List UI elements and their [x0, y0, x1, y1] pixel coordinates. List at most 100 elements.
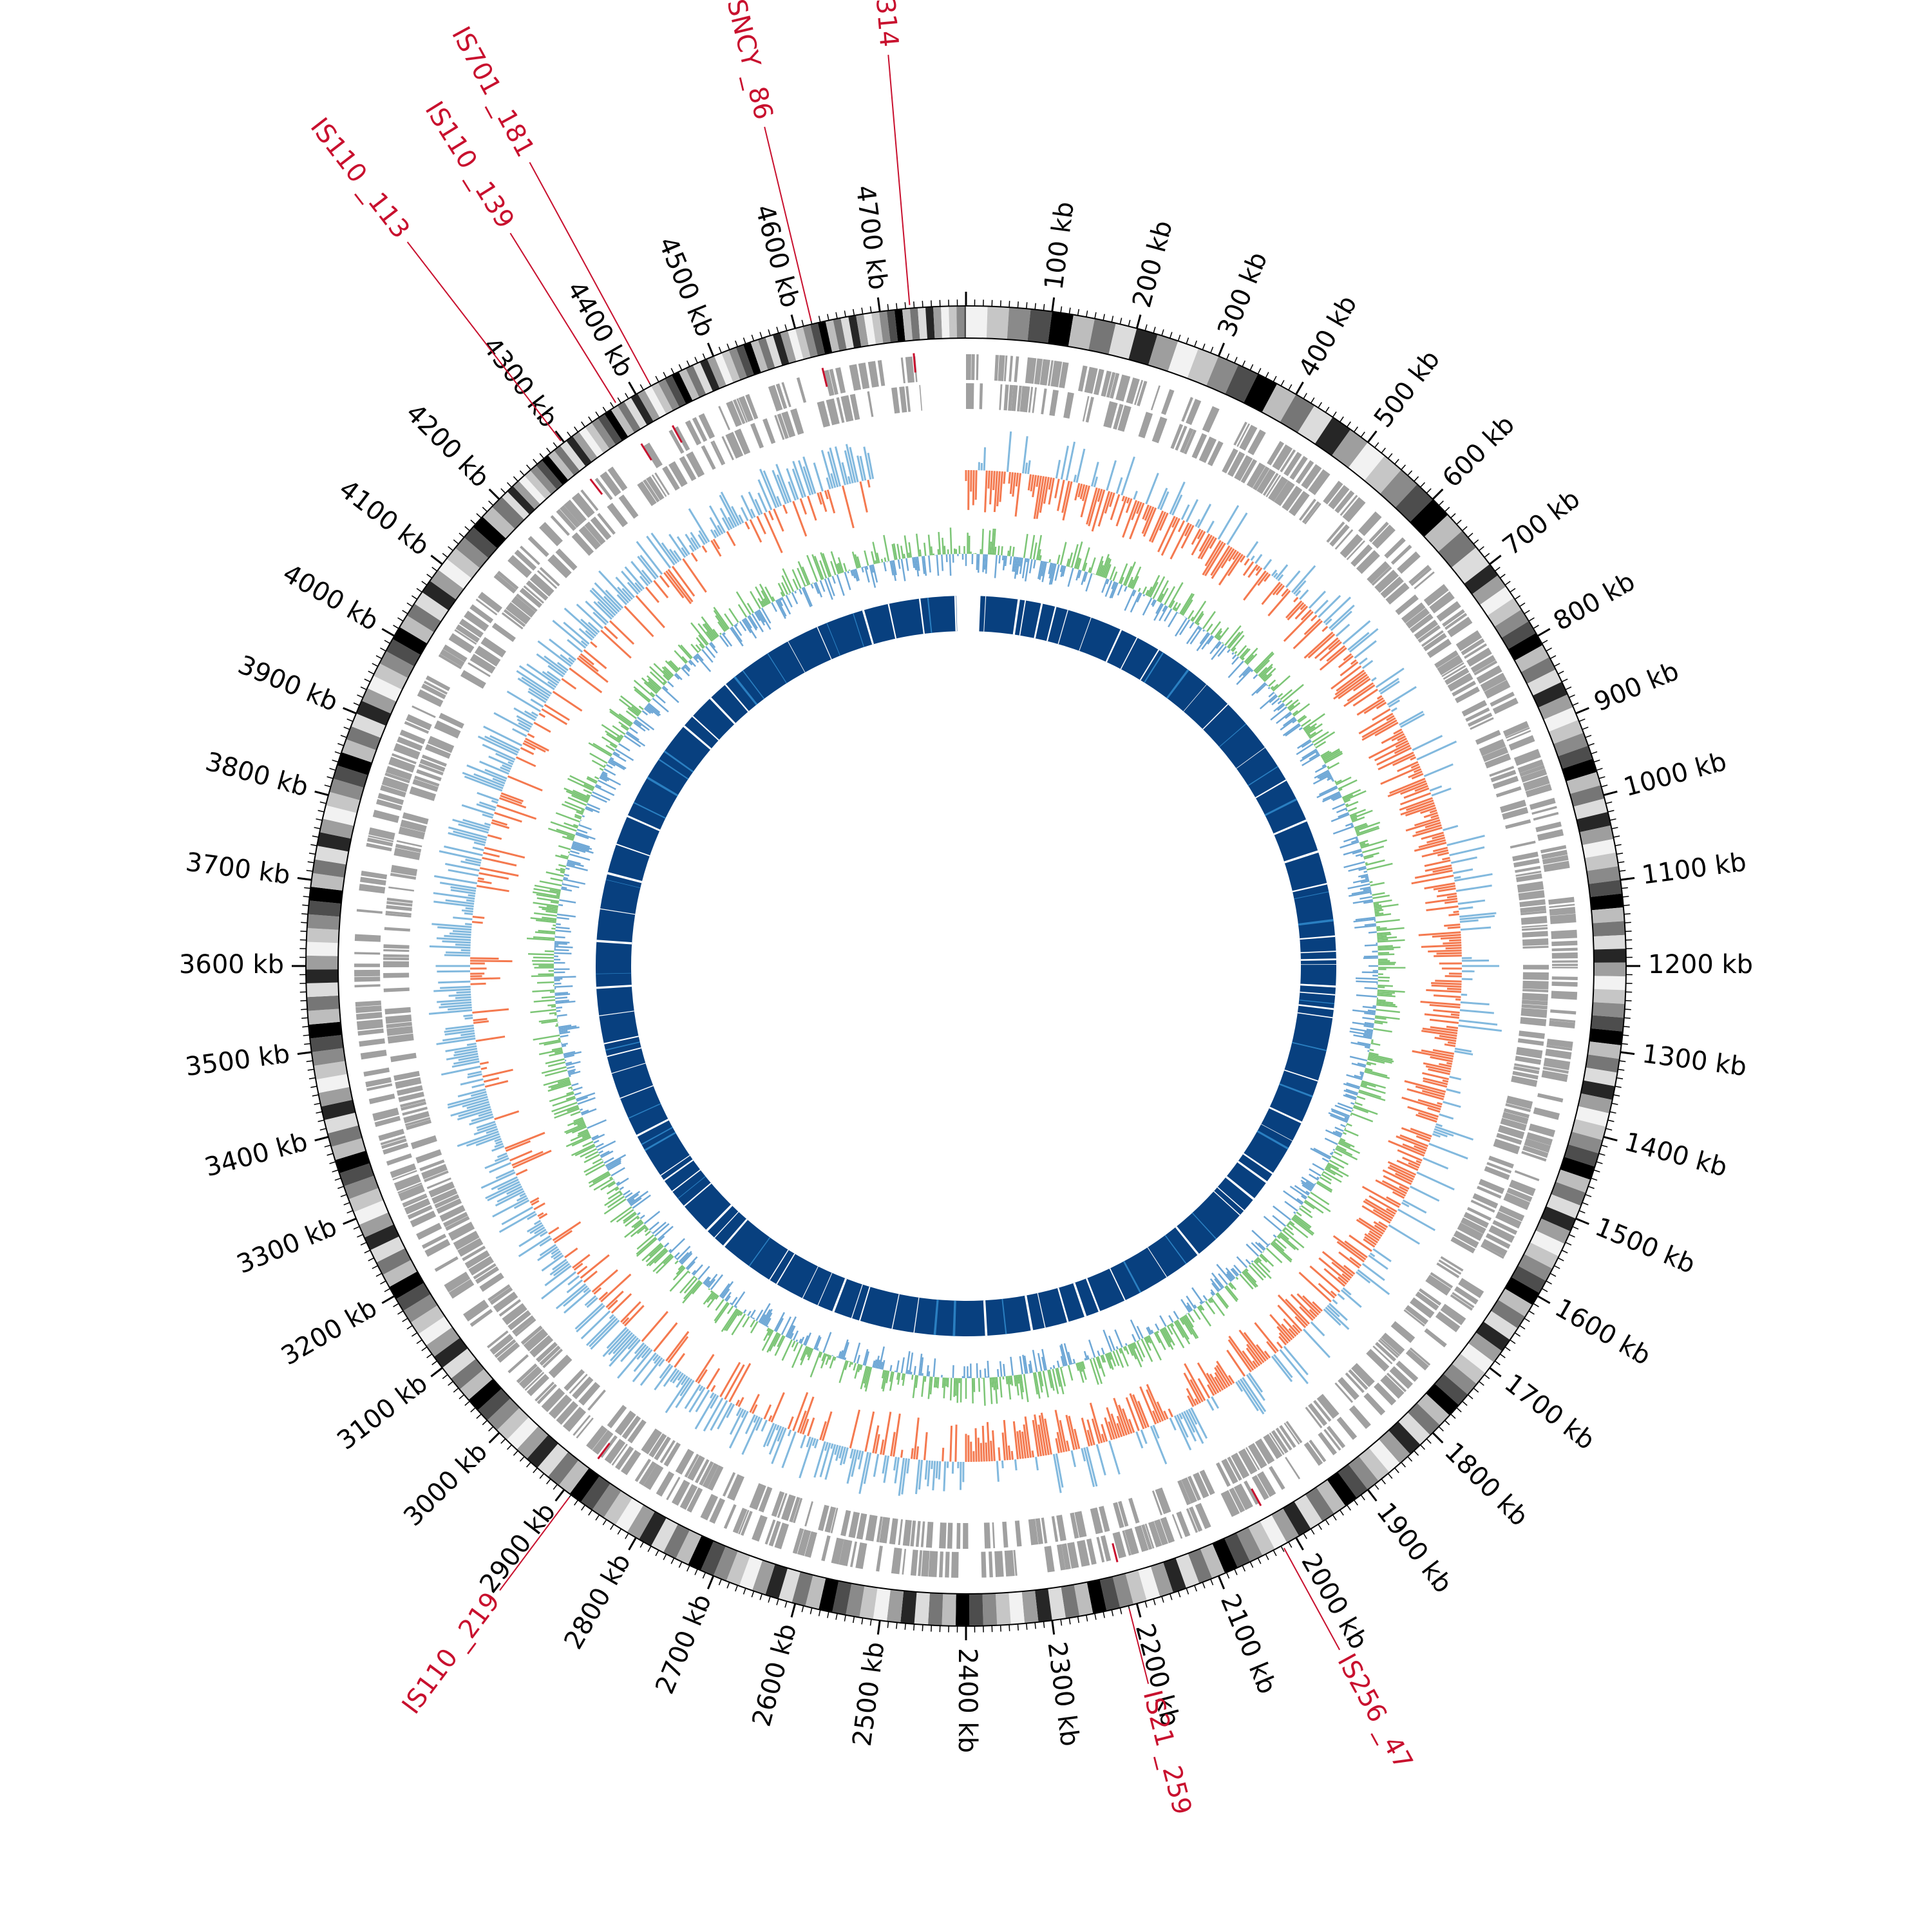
gene-minus-strand: [1151, 416, 1168, 444]
gc-content-bar: [1081, 571, 1086, 585]
gc-skew-bar: [1183, 1372, 1202, 1404]
gene-minus-strand: [1231, 1452, 1250, 1479]
gc-skew-bar: [806, 1417, 815, 1437]
gene-minus-strand: [1390, 1321, 1416, 1343]
gc-content-bar: [1088, 1340, 1096, 1358]
minor-tick: [1462, 1401, 1468, 1406]
gc-skew-bar: [1421, 944, 1462, 948]
ideogram-band: [1424, 515, 1463, 553]
gc-content-bar: [1183, 1315, 1199, 1339]
gc-content-bar: [1371, 1039, 1374, 1041]
gc-content-bar: [1211, 643, 1225, 660]
gc-skew-bar: [1121, 1408, 1133, 1434]
gc-content-bar: [1179, 619, 1191, 636]
gene-minus-strand: [614, 1410, 636, 1436]
gc-skew-bar: [592, 611, 607, 626]
gc-content-bar: [599, 777, 607, 782]
gc-skew-bar: [551, 1250, 561, 1258]
gc-content-bar: [915, 533, 920, 557]
gene-minus-strand: [1032, 387, 1037, 413]
gc-skew-bar: [516, 1195, 527, 1202]
minor-tick: [1510, 588, 1516, 593]
gc-content-bar: [582, 1133, 591, 1139]
gc-skew-bar: [561, 677, 577, 690]
gc-skew-bar: [1401, 1127, 1432, 1140]
gene-minus-strand: [507, 1310, 531, 1331]
gc-content-bar: [559, 899, 576, 904]
gene-minus-strand: [1500, 1117, 1527, 1132]
ideogram-band: [1125, 1569, 1147, 1605]
ideogram-band: [1593, 949, 1626, 963]
gene-plus-strand: [1267, 440, 1285, 466]
gc-content-bar: [739, 1311, 743, 1316]
gene-minus-strand: [781, 1494, 796, 1521]
gc-content-bar: [567, 1070, 575, 1074]
major-tick: [1432, 488, 1444, 500]
gene-plus-strand: [1548, 896, 1575, 905]
gc-content-bar: [681, 667, 690, 677]
gene-plus-strand: [1410, 567, 1432, 586]
gene-minus-strand: [1313, 1399, 1332, 1422]
gc-skew-bar: [507, 761, 514, 766]
gc-skew-bar: [1184, 1363, 1206, 1401]
gene-minus-strand: [758, 1486, 773, 1513]
major-tick: [1620, 876, 1635, 881]
gc-skew-bar: [1454, 876, 1461, 880]
gc-skew-bar: [1273, 573, 1278, 578]
gene-minus-strand: [1051, 1516, 1059, 1542]
gene-minus-strand: [1035, 1518, 1043, 1544]
gc-skew-bar: [1436, 952, 1462, 955]
gc-content-bar: [1344, 1117, 1349, 1121]
gc-content-bar: [735, 623, 738, 627]
gc-content-bar: [1260, 1253, 1274, 1267]
minor-tick: [1170, 1593, 1173, 1600]
ideogram-band: [321, 1099, 355, 1121]
gc-content-bar: [1251, 1262, 1267, 1278]
gene-minus-strand: [1085, 397, 1094, 423]
gc-content-bar: [1242, 1270, 1258, 1287]
gc-skew-bar: [1331, 665, 1362, 690]
gc-content-bar: [889, 1371, 895, 1391]
gc-content-bar: [813, 1335, 821, 1350]
gc-skew-bar: [1410, 1186, 1440, 1202]
gene-minus-strand: [1198, 436, 1217, 464]
gc-content-bar: [910, 1372, 913, 1375]
gc-skew-bar: [1343, 653, 1352, 661]
gc-skew-bar: [624, 566, 645, 590]
gc-content-bar: [921, 1376, 925, 1397]
gc-content-bar: [1211, 1282, 1220, 1293]
gc-skew-bar: [776, 474, 790, 504]
gc-skew-bar: [563, 621, 590, 645]
gc-skew-bar: [502, 764, 511, 770]
ideogram-band: [309, 886, 343, 904]
minor-tick: [327, 776, 334, 779]
gc-skew-bar: [1140, 1429, 1148, 1444]
gene-plus-strand: [1484, 679, 1511, 699]
gc-content-bar: [1120, 576, 1124, 585]
gene-minus-strand: [1128, 1497, 1140, 1524]
gc-skew-bar: [465, 907, 474, 910]
gc-content-bar: [851, 569, 856, 579]
gene-minus-strand: [1520, 905, 1546, 913]
gc-content-bar: [1189, 627, 1202, 645]
gc-content-bar: [558, 1026, 580, 1032]
gc-content-bar: [607, 761, 616, 767]
minor-tick: [340, 1194, 347, 1197]
gc-content-bar: [714, 1302, 728, 1321]
gc-content-bar: [871, 551, 876, 565]
ideogram-band: [1262, 384, 1296, 422]
gc-content-bar: [1325, 1166, 1343, 1178]
gene-plus-strand: [738, 395, 753, 422]
gc-content-bar: [1189, 621, 1195, 629]
gc-content-bar: [1236, 668, 1253, 685]
gene-minus-strand: [963, 1522, 969, 1549]
gc-skew-bar: [635, 595, 665, 629]
gc-skew-bar: [1271, 569, 1278, 576]
gene-minus-strand: [1014, 1520, 1022, 1547]
gc-skew-bar: [1444, 923, 1461, 927]
minor-tick: [319, 1128, 327, 1131]
gc-content-bar: [1282, 716, 1296, 727]
gene-plus-strand: [374, 1115, 401, 1127]
gc-content-bar: [1339, 1139, 1355, 1148]
gc-content-bar: [1054, 564, 1060, 581]
